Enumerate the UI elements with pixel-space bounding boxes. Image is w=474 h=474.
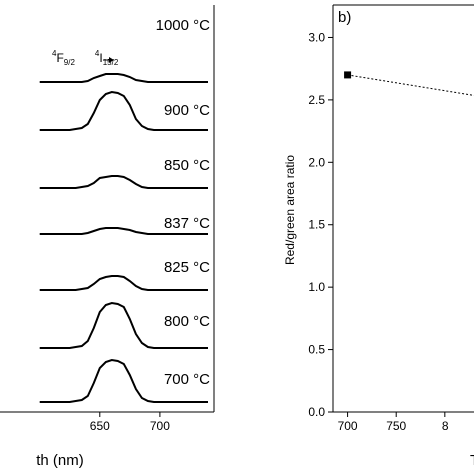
temperature-label: 900 °C: [164, 102, 210, 119]
y-tick-label: 3.0: [308, 30, 325, 44]
spectrum: [39, 301, 208, 349]
spectrum: [39, 175, 208, 189]
spectrum: [39, 358, 208, 403]
temperature-label: 1000 °C: [156, 17, 211, 34]
y-tick-label: 1.5: [308, 218, 325, 232]
right-y-label: Red/green area ratio: [283, 155, 297, 265]
spectrum: [39, 227, 208, 235]
x-tick-label: 750: [386, 419, 406, 433]
x-tick-label: 700: [338, 419, 358, 433]
panel-label: b): [338, 9, 351, 26]
temperature-label: 700 °C: [164, 371, 210, 388]
trend-line: [347, 74, 474, 96]
temperature-label: 837 °C: [164, 215, 210, 232]
transition-label: 4F9/24I15/2: [52, 49, 119, 67]
y-tick-label: 0.0: [308, 405, 325, 419]
spectrum: [39, 275, 208, 291]
arrow-head: [109, 57, 114, 63]
temperature-label: 825 °C: [164, 259, 210, 276]
temperature-label: 800 °C: [164, 313, 210, 330]
temperature-label: 850 °C: [164, 157, 210, 174]
spectrum: [39, 90, 208, 131]
x-tick-label: 700: [150, 419, 170, 433]
x-tick-label: 8: [442, 419, 449, 433]
left-x-label: th (nm): [36, 452, 84, 469]
plot-area: [344, 71, 474, 96]
y-tick-label: 2.5: [308, 93, 325, 107]
right-x-label: T: [470, 452, 474, 469]
y-tick-label: 1.0: [308, 280, 325, 294]
x-tick-label: 650: [90, 419, 110, 433]
point: [344, 71, 352, 79]
y-tick-label: 0.5: [308, 343, 325, 357]
y-tick-label: 2.0: [308, 155, 325, 169]
spectrum: [39, 73, 208, 83]
